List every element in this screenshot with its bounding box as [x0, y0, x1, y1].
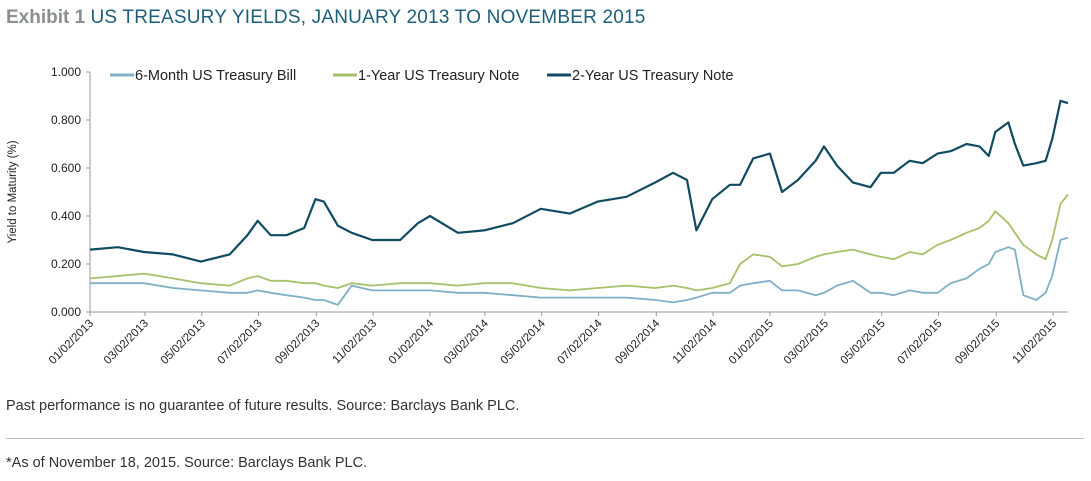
performance-footnote: Past performance is no guarantee of futu…: [6, 398, 520, 414]
x-tick-label: 11/02/2015: [1011, 318, 1060, 367]
as-of-footnote: *As of November 18, 2015. Source: Barcla…: [6, 455, 368, 471]
y-tick-label: 0.000: [51, 305, 81, 319]
x-tick-label: 01/02/2013: [47, 318, 96, 367]
x-tick-label: 07/02/2013: [216, 318, 265, 367]
y-axis-label: Yield to Maturity (%): [7, 140, 19, 243]
x-tick-label: 03/02/2013: [102, 318, 151, 367]
x-tick-label: 01/02/2014: [387, 317, 437, 367]
title-text: US TREASURY YIELDS, JANUARY 2013 TO NOVE…: [90, 7, 646, 28]
x-tick-label: 05/02/2014: [499, 317, 549, 367]
legend-label: 2-Year US Treasury Note: [572, 68, 733, 84]
x-tick-label: 11/02/2014: [671, 317, 720, 366]
x-tick-label: 09/02/2014: [613, 317, 663, 367]
series-line-2-year-note: [89, 99, 1069, 263]
legend-label: 6-Month US Treasury Bill: [135, 68, 296, 84]
exhibit-label: Exhibit 1: [6, 7, 86, 28]
y-tick-label: 0.200: [51, 257, 81, 271]
x-tick-label: 11/02/2013: [331, 318, 380, 367]
x-tick-label: 03/02/2015: [782, 318, 831, 367]
y-tick-label: 1.000: [51, 65, 81, 79]
y-tick-label: 0.600: [51, 161, 81, 175]
yield-chart: 0.000 0.200 0.400 0.600 0.800 1.000 Yield to M…: [7, 65, 1069, 367]
x-tick-label: 03/02/2014: [442, 317, 492, 367]
x-tick-label: 05/02/2015: [839, 318, 888, 367]
footnote-divider: [6, 438, 1084, 439]
y-tick-label: 0.800: [51, 113, 81, 127]
x-tick-label: 09/02/2015: [953, 318, 1002, 367]
series-line-6-month-bill: [90, 236, 1069, 306]
x-tick-label: 01/02/2015: [727, 318, 776, 367]
x-tick-label: 09/02/2013: [273, 318, 322, 367]
x-tick-label: 07/02/2015: [895, 318, 944, 367]
y-tick-label: 0.400: [51, 209, 81, 223]
chart-title: Exhibit 1 US TREASURY YIELDS, JANUARY 20…: [6, 7, 646, 29]
x-tick-label: 05/02/2013: [159, 318, 208, 367]
series-line-1-year-note: [89, 193, 1069, 292]
legend-label: 1-Year US Treasury Note: [358, 68, 519, 84]
x-tick-label: 07/02/2014: [555, 317, 605, 367]
